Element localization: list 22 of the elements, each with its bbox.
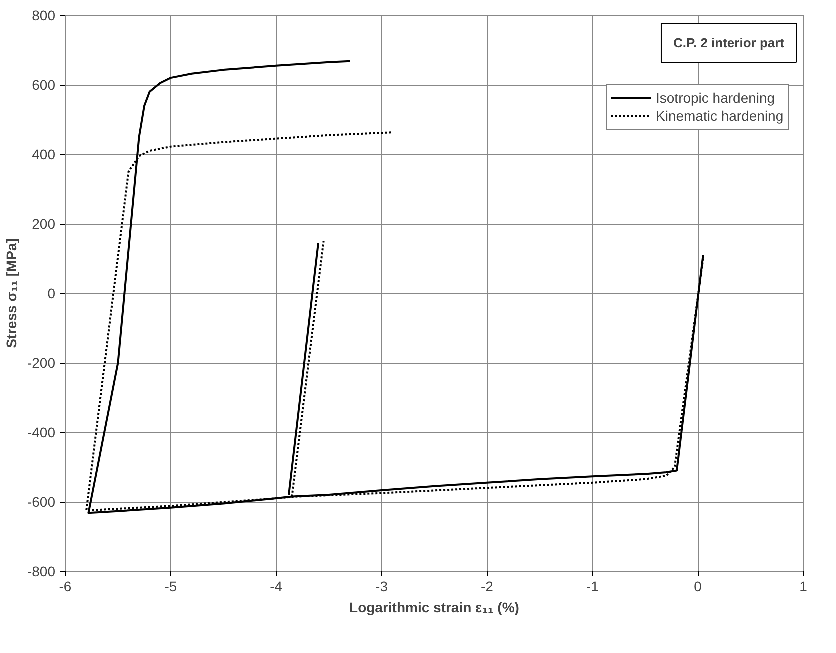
y-tick-label: 400 — [32, 146, 56, 162]
x-tick-label: -4 — [270, 578, 283, 594]
x-tick-label: -6 — [59, 578, 72, 594]
legend-label: Isotropic hardening — [656, 89, 776, 107]
y-tick-label: -800 — [27, 564, 56, 580]
x-tick-label: -2 — [480, 578, 494, 594]
legend-label: Kinematic hardening — [656, 107, 784, 125]
x-tick-label: -3 — [376, 578, 388, 594]
y-tick-label: -600 — [27, 494, 56, 510]
x-tick-label: 0 — [694, 578, 702, 594]
y-tick-label: 0 — [48, 286, 56, 302]
x-axis-title: Logarithmic strain ε₁₁ (%) — [350, 600, 520, 616]
y-tick-label: 600 — [32, 77, 56, 93]
annotation: C.P. 2 interior part — [673, 36, 786, 50]
y-tick-label: -400 — [27, 424, 56, 440]
y-tick-label: 800 — [32, 8, 56, 24]
y-axis-title: Stress σ₁₁ [MPa] — [3, 238, 20, 348]
x-tick-label: -1 — [586, 578, 600, 594]
x-tick-label: -5 — [164, 578, 178, 594]
x-tick-label: 1 — [800, 578, 808, 594]
y-tick-label: 200 — [32, 216, 56, 232]
y-tick-label: -200 — [27, 355, 56, 371]
